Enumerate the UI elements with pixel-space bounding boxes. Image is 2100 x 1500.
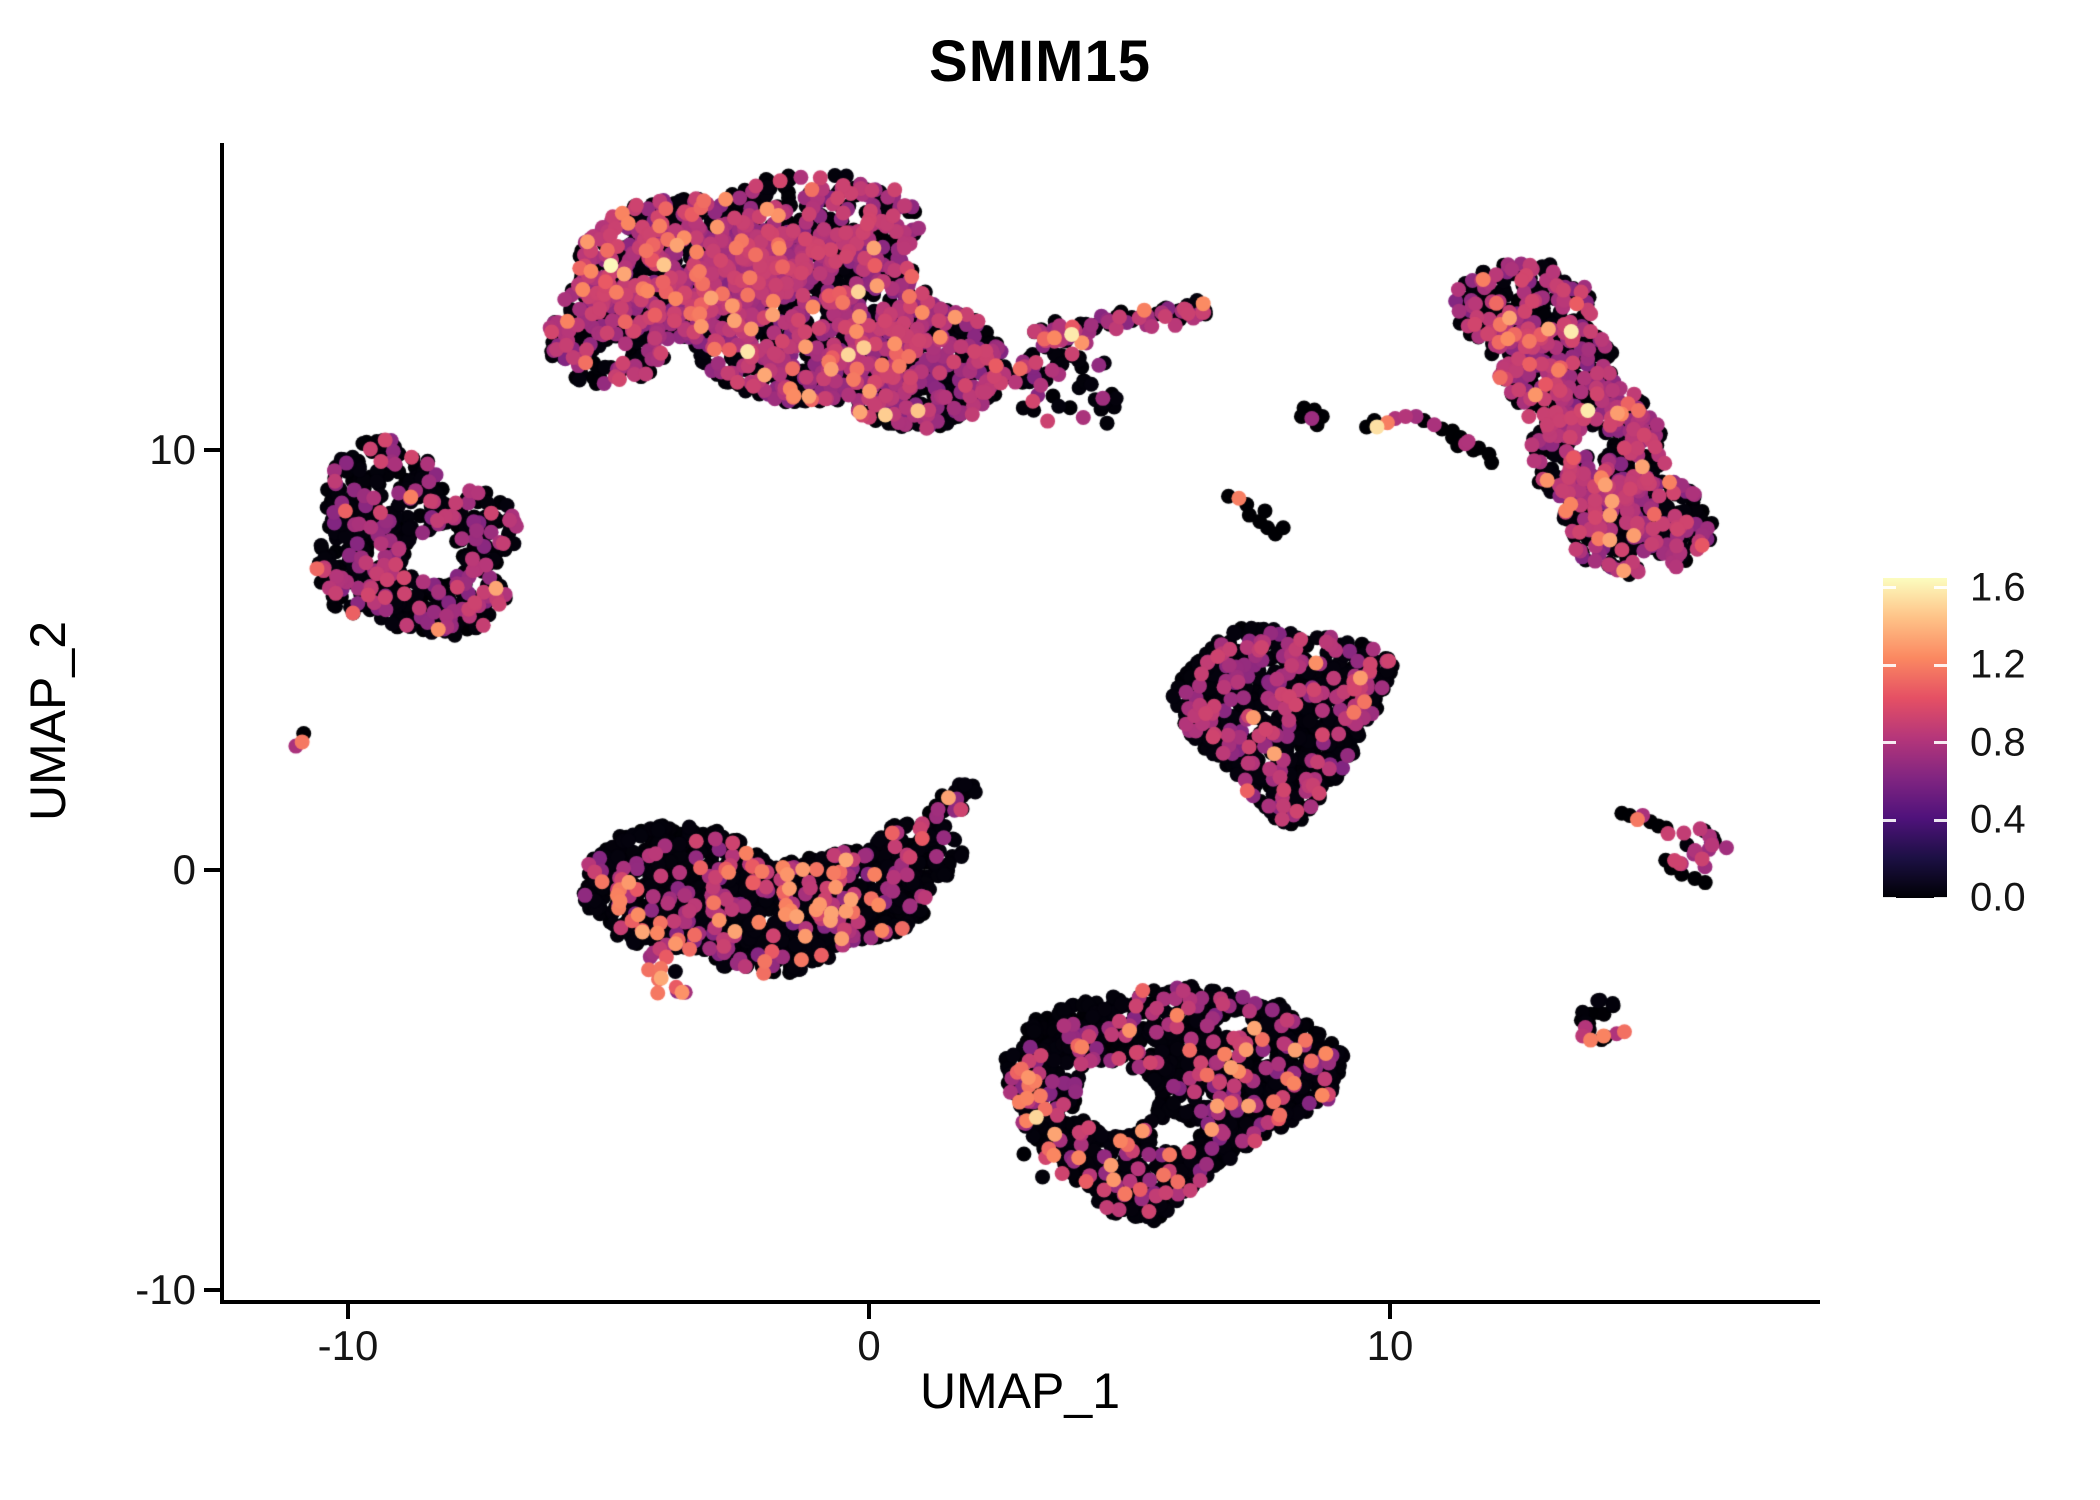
colorbar-tick-mark <box>1883 586 1896 590</box>
colorbar-tick-mark <box>1883 896 1896 900</box>
x-axis-line <box>220 1300 1820 1304</box>
colorbar-tick-mark <box>1883 663 1896 667</box>
y-tick-mark <box>204 448 220 452</box>
colorbar-tick-mark <box>1934 586 1947 590</box>
colorbar-tick-mark <box>1883 741 1896 745</box>
colorbar-tick-label: 1.2 <box>1970 642 2026 687</box>
x-tick-mark <box>346 1304 350 1319</box>
y-axis-title: UMAP_2 <box>20 620 76 822</box>
colorbar-tick-mark <box>1883 818 1896 822</box>
x-tick-label: 10 <box>1366 1322 1414 1369</box>
colorbar-tick-mark <box>1934 741 1947 745</box>
y-axis-line <box>220 143 224 1304</box>
colorbar-tick-label: 0.0 <box>1970 875 2026 920</box>
colorbar-tick-mark <box>1934 663 1947 667</box>
y-tick-label: 0 <box>172 846 196 893</box>
x-tick-mark <box>867 1304 871 1319</box>
x-tick-label: 0 <box>857 1322 881 1369</box>
colorbar-tick-mark <box>1934 818 1947 822</box>
expression-colorbar <box>1883 578 1947 898</box>
y-tick-mark <box>204 868 220 872</box>
x-tick-mark <box>1388 1304 1392 1319</box>
y-tick-mark <box>204 1288 220 1292</box>
x-axis-title: UMAP_1 <box>919 1363 1121 1419</box>
x-tick-label: -10 <box>317 1322 379 1369</box>
y-tick-label: -10 <box>135 1266 196 1313</box>
y-tick-label: 10 <box>149 426 196 473</box>
colorbar-tick-label: 1.6 <box>1970 565 2026 610</box>
colorbar-tick-label: 0.4 <box>1970 797 2026 842</box>
colorbar-tick-label: 0.8 <box>1970 720 2026 765</box>
colorbar-tick-mark <box>1934 896 1947 900</box>
plot-title: SMIM15 <box>929 29 1151 94</box>
